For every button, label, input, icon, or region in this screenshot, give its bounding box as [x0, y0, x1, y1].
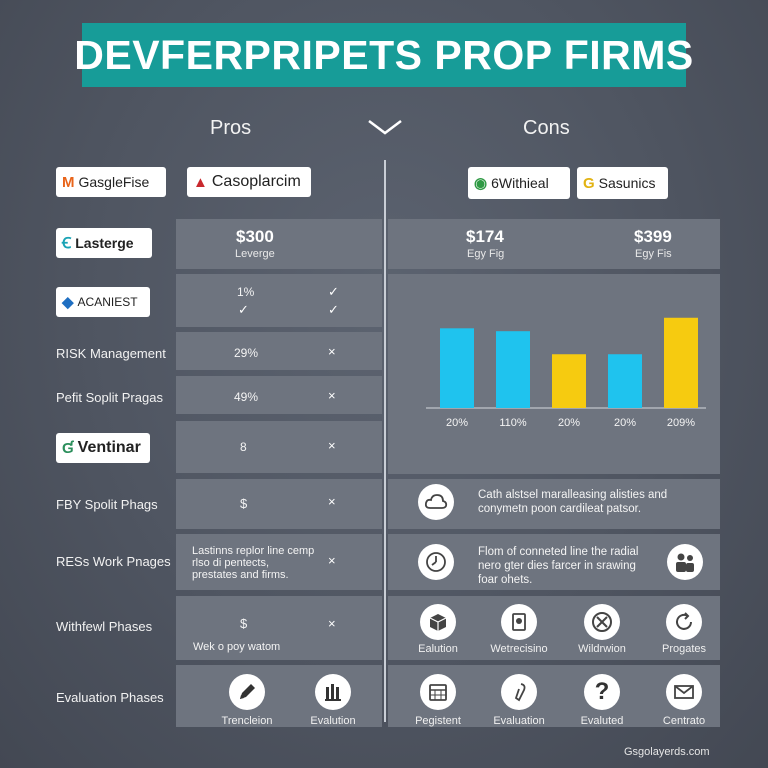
cons-work-text: Flom of conneted line the radial nero gt…: [478, 546, 639, 586]
cons-sub-1: Egy Fig: [467, 248, 505, 260]
pros-header: Pros: [210, 117, 252, 139]
pros-fby-value: $: [240, 496, 248, 511]
question-icon[interactable]: ?: [584, 674, 620, 710]
cons-sub-2: Egy Fis: [635, 248, 672, 260]
row-label-fby: FBY Spolit Phags: [56, 497, 158, 512]
pros-acaniest-panel: [176, 274, 382, 327]
chart-bar: [664, 317, 698, 408]
pen-icon[interactable]: [229, 674, 265, 710]
cons-icon-label: Wetrecisino: [490, 643, 548, 655]
triangle-logo-icon: ▲: [193, 173, 208, 191]
cons-icon-label: Ealution: [418, 643, 458, 655]
title-banner: DEVFERPRIPETS PROP FIRMS: [74, 23, 693, 87]
cross-icon: ×: [328, 438, 336, 453]
pros-acaniest-value: 1%: [237, 285, 255, 299]
pros-work-panel: [176, 534, 382, 590]
footer-watermark: Gsgolayerds.com: [624, 746, 710, 758]
e-logo-icon: Ꞓ: [62, 235, 72, 252]
cons-fby-text: Cath alstsel maralleasing alisties and c…: [478, 489, 668, 515]
pros-ventinar-panel: [176, 421, 382, 473]
pros-fby-panel: [176, 479, 382, 529]
chart-tick-label: 20%: [558, 417, 580, 429]
cube-logo-icon: ◆: [62, 294, 74, 311]
building-icon[interactable]: [315, 674, 351, 710]
cons-price-panel: [388, 219, 720, 269]
pros-work-text: Lastinns replor line cemp rlso di pentec…: [192, 545, 315, 581]
chart-bar: [496, 331, 530, 408]
cons-icon-label: Progates: [661, 643, 707, 655]
cross-icon: ×: [328, 388, 336, 403]
check-icon: ✓: [328, 284, 339, 299]
ring-logo-icon: ◉: [474, 175, 488, 192]
calendar-icon[interactable]: [420, 674, 456, 710]
cross-icon: ×: [328, 344, 336, 359]
g-logo-icon: G: [583, 174, 595, 192]
pros-ventinar-value: 8: [240, 440, 247, 454]
cons-header: Cons: [523, 117, 570, 139]
logo-ventinar: Ɠ Ventinar: [56, 433, 150, 463]
row-label-withdrawal: Withfewl Phases: [56, 619, 153, 634]
check-icon: ✓: [328, 302, 339, 317]
cons-icon-label: Evaluted: [580, 715, 624, 727]
logo-casoplarcim: ▲ Casoplarcim: [187, 167, 311, 197]
document-icon[interactable]: [501, 604, 537, 640]
mail-icon[interactable]: [666, 674, 702, 710]
cloud-icon: [418, 484, 454, 520]
chart-bar: [608, 354, 642, 408]
v-logo-icon: Ɠ: [62, 439, 74, 457]
pros-risk-panel: [176, 332, 382, 370]
pros-risk-value: 29%: [234, 346, 259, 360]
bar-chart: 20% 110% 20% 20% 209%: [426, 317, 706, 429]
cons-price-1: $174: [466, 227, 504, 246]
chart-tick-label: 20%: [446, 417, 468, 429]
row-label-profit: Pefit Soplit Pragas: [56, 390, 163, 405]
pros-profit-value: 49%: [234, 390, 259, 404]
cons-price-2: $399: [634, 227, 672, 246]
column-divider: [384, 160, 386, 722]
logo-lasterge: Ꞓ Lasterge: [56, 228, 152, 258]
pros-withdrawal-sub: Wek o poy watom: [193, 641, 281, 653]
logo-gasglefise: M GasgleFise: [56, 167, 166, 197]
cons-icon-label: Evaluation: [493, 715, 545, 727]
cross-icon: ×: [328, 553, 336, 568]
refresh-icon[interactable]: [666, 604, 702, 640]
pros-leverage-price: $300: [236, 227, 274, 246]
chart-bar: [552, 354, 586, 408]
people-icon: [667, 544, 703, 580]
check-icon: ✓: [238, 302, 249, 317]
cons-icon-label: Centrato: [662, 715, 706, 727]
cross-icon: ×: [328, 616, 336, 631]
cross-icon: ×: [328, 494, 336, 509]
row-label-work: RESs Work Pnages: [56, 554, 171, 569]
logo-sasunics: G Sasunics: [577, 167, 668, 199]
cancel-icon[interactable]: [584, 604, 620, 640]
cons-icon-label: Wildrwion: [578, 643, 626, 655]
chart-tick-label: 110%: [499, 417, 527, 429]
logo-acaniest: ◆ ACANIEST: [56, 287, 150, 317]
chevron-down-icon[interactable]: [366, 117, 404, 142]
pros-icon-label-b: Evalution: [310, 715, 356, 727]
pros-profit-panel: [176, 376, 382, 414]
box-icon[interactable]: [420, 604, 456, 640]
clock-icon: [418, 544, 454, 580]
pros-leverage-sub: Leverge: [235, 248, 275, 260]
brand-icon: M: [62, 173, 75, 191]
cons-icon-label: Pegistent: [415, 715, 461, 727]
pros-withdrawal-panel: [176, 596, 382, 660]
logo-withieal: ◉ 6Withieal: [468, 167, 570, 199]
pros-icon-label-a: Trencleion: [221, 715, 273, 727]
chart-tick-label: 209%: [667, 417, 695, 429]
chart-tick-label: 20%: [614, 417, 636, 429]
row-label-risk: RISK Management: [56, 346, 166, 361]
pen-nib-icon[interactable]: [501, 674, 537, 710]
chart-bar: [440, 328, 474, 408]
pros-leverage-panel: [176, 219, 382, 269]
pros-withdrawal-value: $: [240, 616, 248, 631]
row-label-evaluation: Evaluation Phases: [56, 690, 164, 705]
page-title: DEVFERPRIPETS PROP FIRMS: [74, 31, 694, 78]
